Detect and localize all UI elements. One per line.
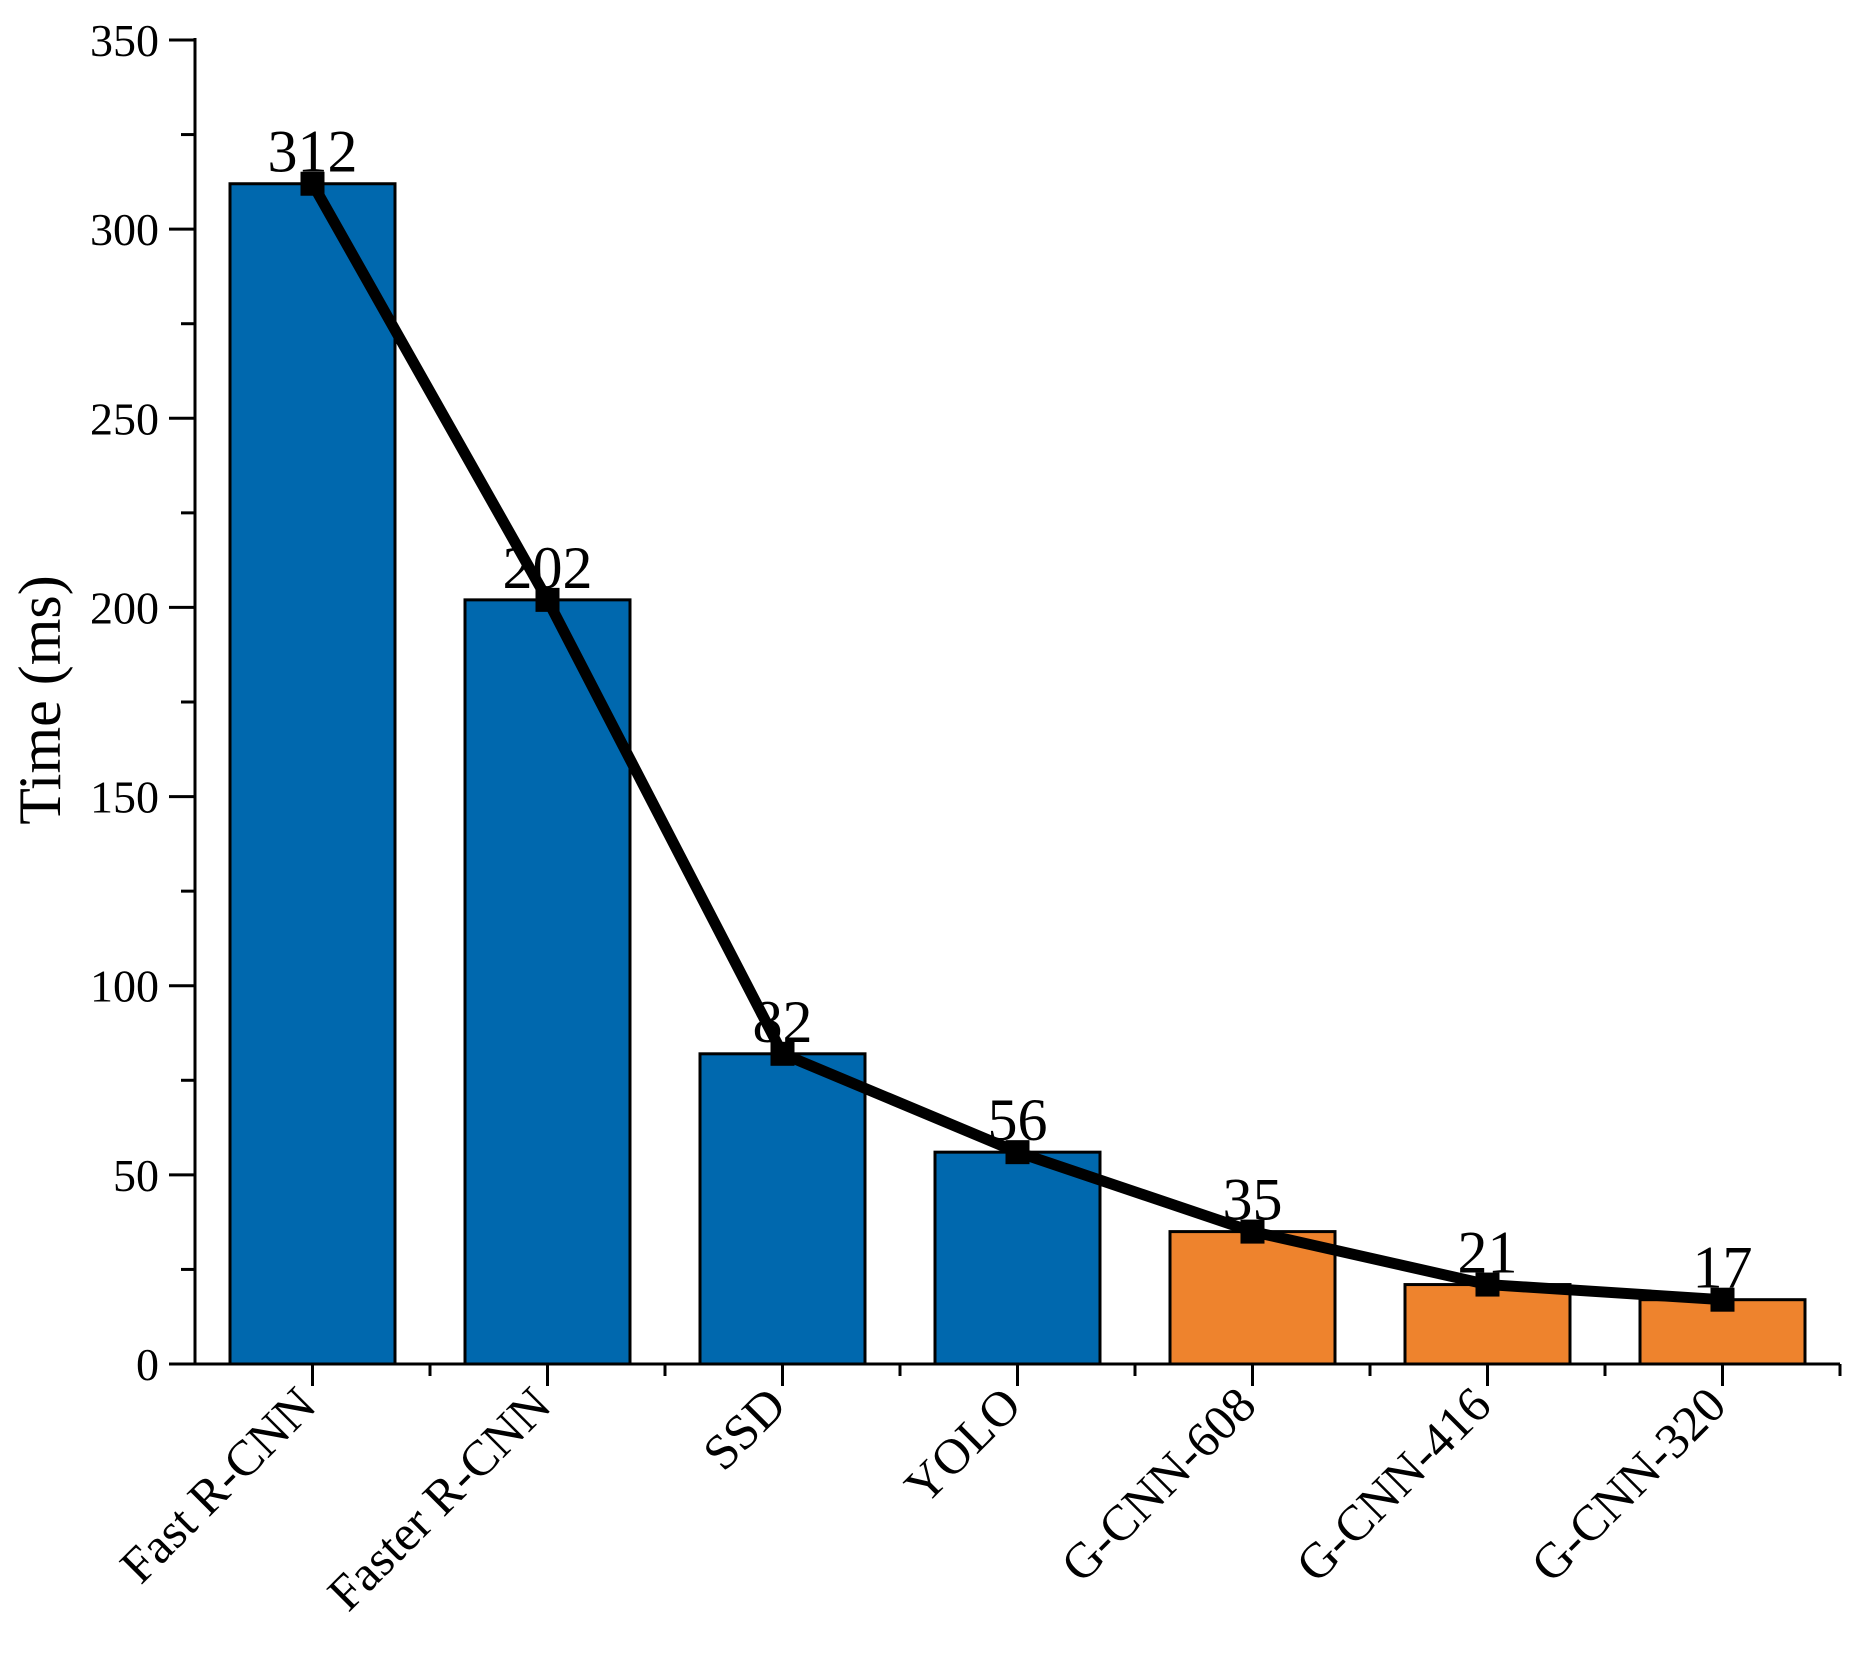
data-label: 312: [268, 119, 358, 185]
data-label: 202: [503, 535, 593, 601]
line-marker: [300, 171, 325, 196]
line-marker: [1475, 1272, 1500, 1297]
x-tick-label: G-CNN-608: [1050, 1376, 1266, 1592]
line-marker: [535, 587, 560, 612]
bar-fast-r-cnn: [228, 182, 397, 1366]
bar-ssd: [698, 1052, 867, 1366]
data-label: 21: [1458, 1220, 1518, 1286]
line-marker: [1240, 1219, 1265, 1244]
data-label: 56: [988, 1087, 1048, 1153]
bar-g-cnn-416: [1403, 1283, 1572, 1366]
line-marker: [770, 1041, 795, 1066]
x-tick-label: G-CNN-416: [1285, 1376, 1501, 1592]
y-axis-title: Time (ms): [7, 575, 73, 825]
y-tick-label: 250: [90, 393, 159, 444]
bars-layer: [228, 182, 1807, 1366]
line-layer: [300, 171, 1735, 1312]
y-tick-label: 350: [90, 15, 159, 66]
x-tick-label: YOLO: [893, 1376, 1031, 1514]
x-tick-label: G-CNN-320: [1520, 1376, 1736, 1592]
x-tick-label: SSD: [692, 1376, 796, 1480]
bar-yolo: [933, 1150, 1102, 1366]
bar-faster-r-cnn: [463, 598, 632, 1366]
y-tick-label: 100: [90, 961, 159, 1012]
x-tick-label: Faster R-CNN: [316, 1376, 561, 1621]
line-marker: [1710, 1287, 1735, 1312]
data-label: 35: [1223, 1167, 1283, 1233]
data-label: 17: [1693, 1235, 1753, 1301]
bar-g-cnn-608: [1168, 1230, 1337, 1366]
y-tick-label: 150: [90, 772, 159, 823]
y-tick-label: 50: [113, 1150, 159, 1201]
y-tick-label: 200: [90, 582, 159, 633]
labels-layer: 312 202 82 56 35 21 17: [268, 119, 1753, 1301]
data-label: 82: [753, 989, 813, 1055]
line-marker: [1005, 1140, 1030, 1165]
y-tick-label: 0: [136, 1339, 159, 1390]
y-tick-label: 300: [90, 204, 159, 255]
x-tick-label: Fast R-CNN: [109, 1376, 326, 1593]
